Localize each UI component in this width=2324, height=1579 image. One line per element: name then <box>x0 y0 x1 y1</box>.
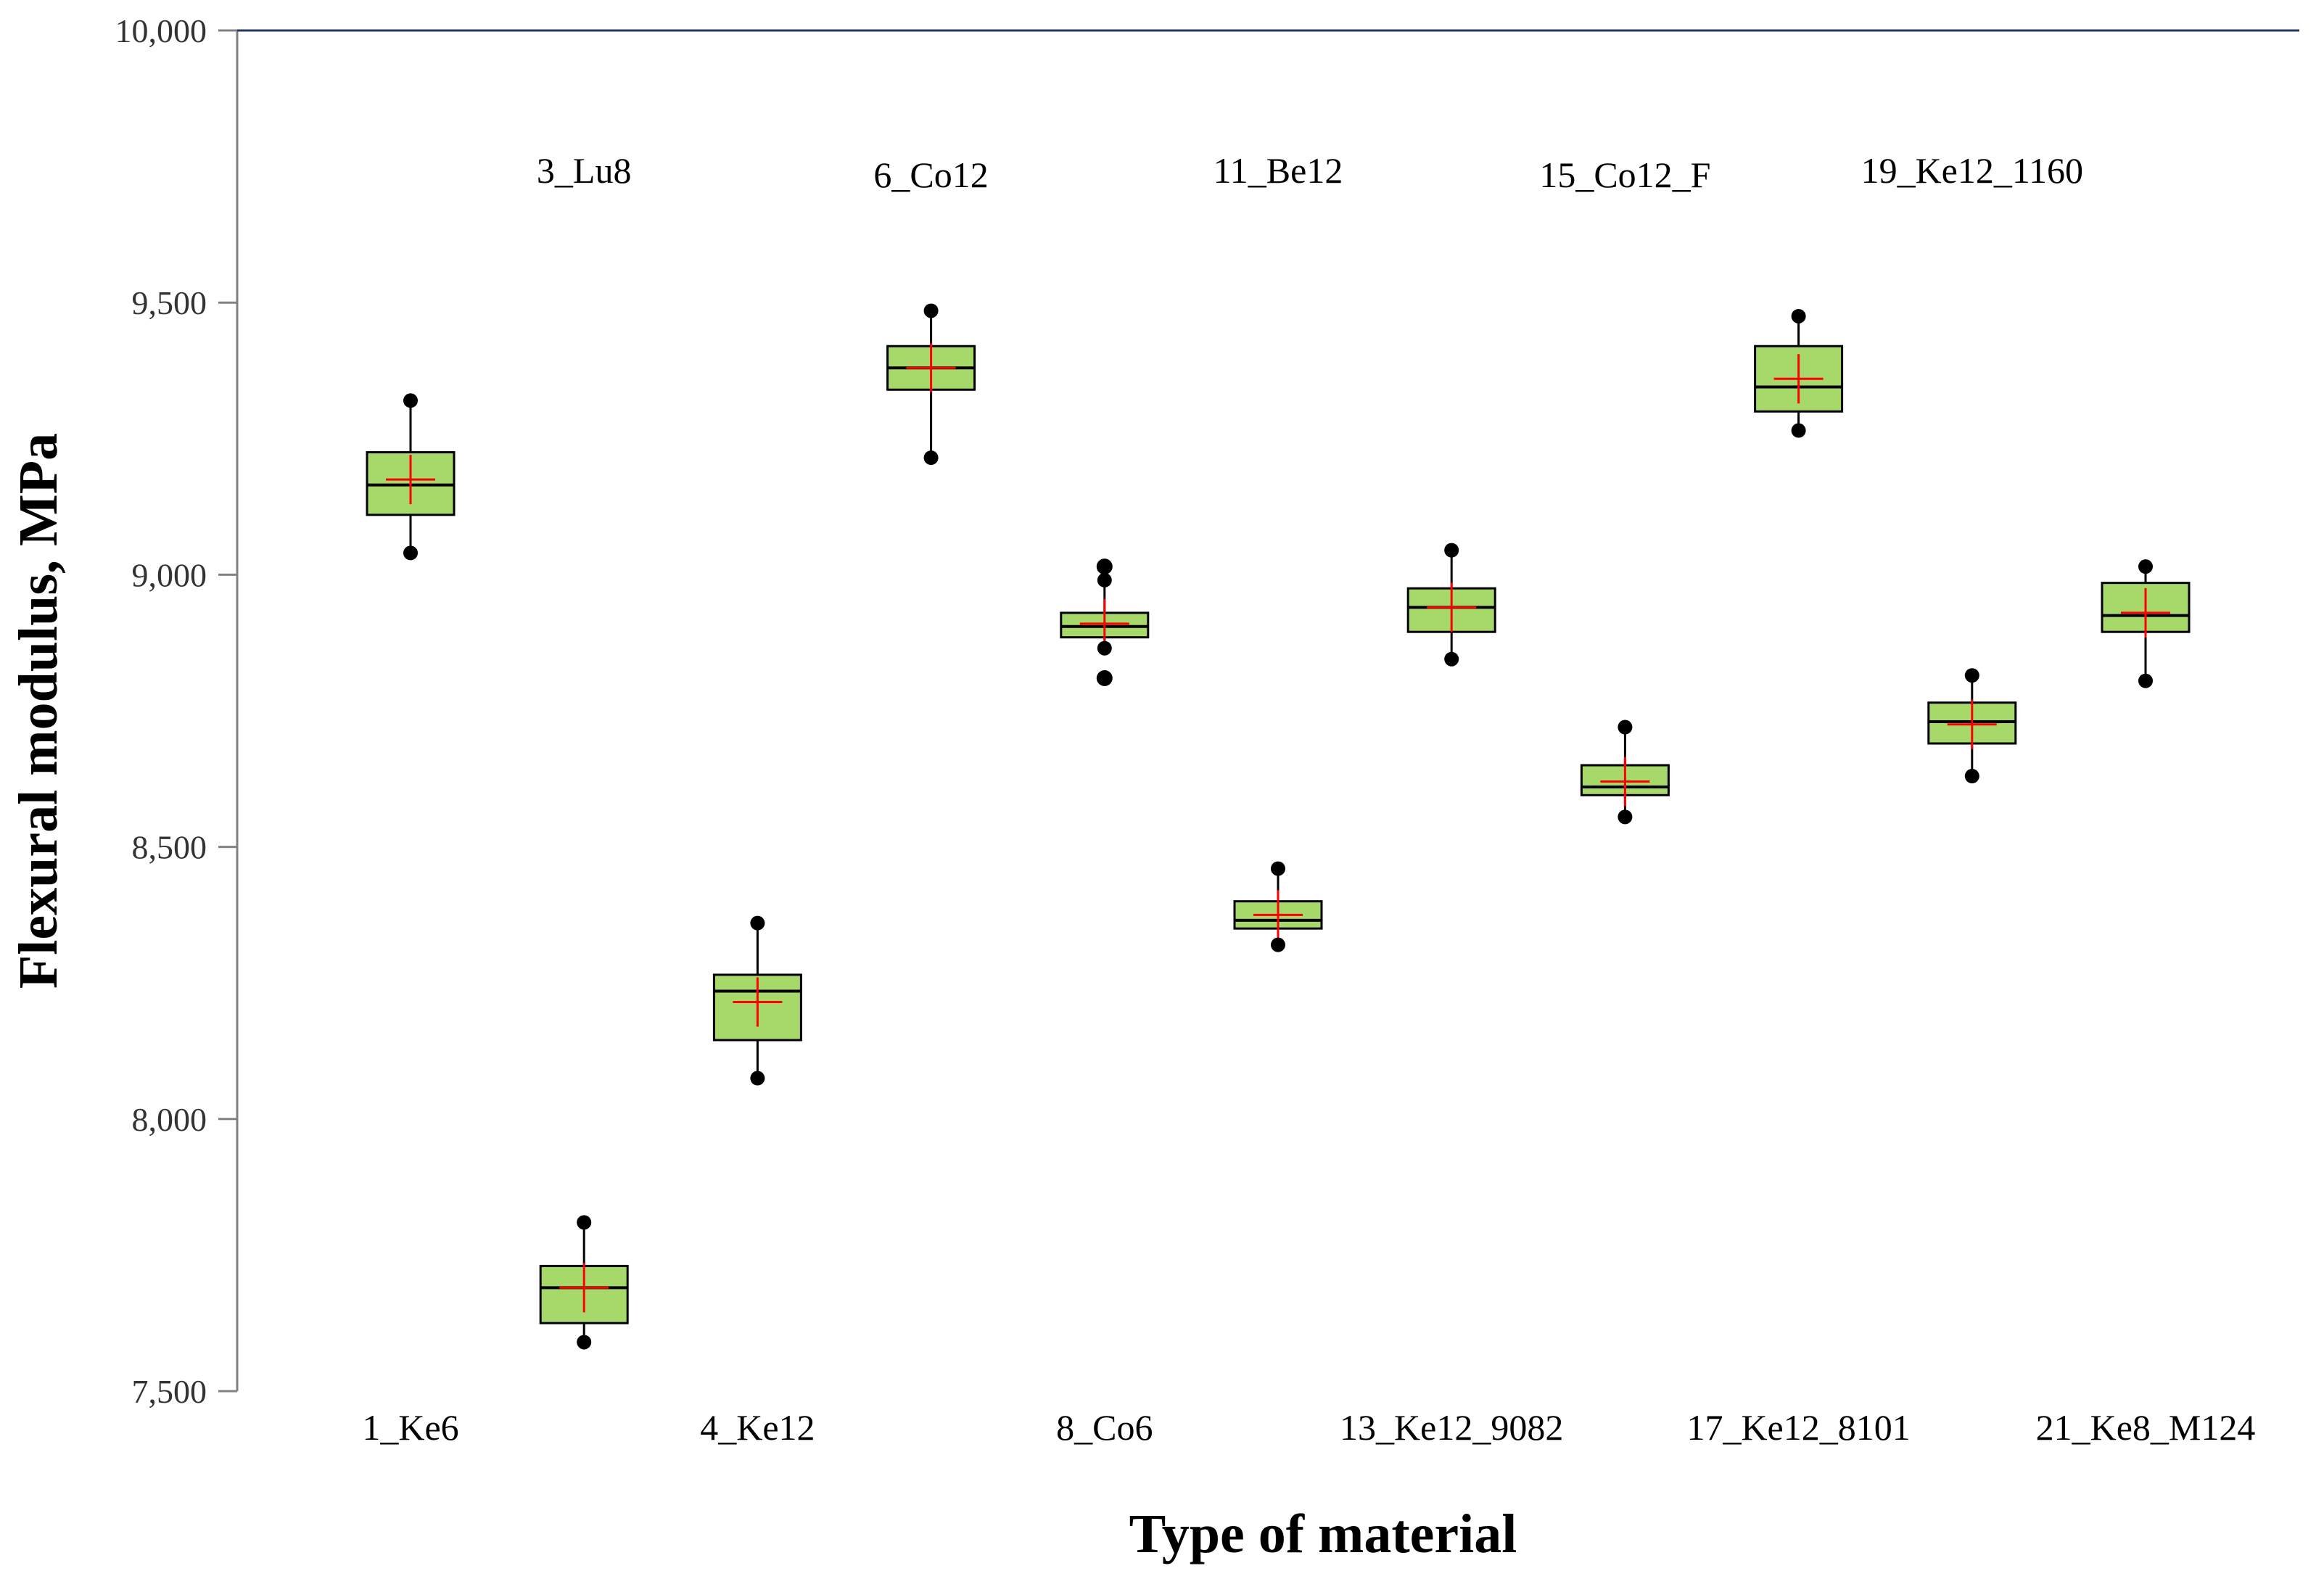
category-label: 6_Co12 <box>873 154 988 195</box>
whisker-min-point <box>1791 423 1806 438</box>
box-17_Ke12_8101 <box>1754 308 1844 438</box>
whisker-max-point <box>1791 308 1806 323</box>
category-label: 17_Ke12_8101 <box>1686 1407 1910 1448</box>
box-21_Ke8_M124 <box>2101 559 2191 688</box>
category-label: 4_Ke12 <box>700 1407 815 1448</box>
whisker-max-point <box>1618 720 1633 735</box>
y-tick-label: 10,000 <box>115 12 207 49</box>
category-labels: 1_Ke6 3_Lu8 4_Ke12 6_Co12 8_Co6 11_Be12 13_Ke1… <box>362 150 2255 1448</box>
whisker-min-point <box>1618 809 1633 825</box>
axes <box>236 29 2299 1391</box>
outlier-point <box>1096 558 1113 575</box>
whisker-max-point <box>1097 572 1112 588</box>
box-1_Ke6 <box>366 393 456 561</box>
box-11_Be12 <box>1233 861 1323 952</box>
whisker-min-point <box>923 450 939 466</box>
category-label: 11_Be12 <box>1213 150 1343 191</box>
whisker-max-point <box>923 303 939 318</box>
box-8_Co6 <box>1060 558 1150 686</box>
whisker-min-point <box>1444 651 1459 667</box>
category-label: 1_Ke6 <box>362 1407 458 1448</box>
y-axis-ticks: 7,500 8,000 8,500 9,000 9,500 10,000 <box>115 12 237 1410</box>
box-6_Co12 <box>886 303 976 466</box>
outlier-point <box>1096 669 1113 686</box>
whisker-max-point <box>1444 543 1459 558</box>
category-label: 15_Co12_F <box>1539 154 1710 195</box>
whisker-min-point <box>1271 937 1285 952</box>
y-tick-label: 8,500 <box>132 829 207 866</box>
whisker-max-point <box>2138 559 2153 574</box>
category-label: 19_Ke12_1160 <box>1861 150 2083 191</box>
whisker-max-point <box>750 915 765 931</box>
box-4_Ke12 <box>712 915 802 1086</box>
box-13_Ke12_9082 <box>1406 543 1496 667</box>
x-axis-title: Type of material <box>1129 1504 1517 1564</box>
whisker-min-point <box>2138 673 2153 688</box>
box-3_Lu8 <box>539 1215 629 1350</box>
y-tick-label: 9,500 <box>132 284 207 321</box>
y-tick-label: 9,000 <box>132 556 207 593</box>
whisker-min-point <box>1097 640 1112 656</box>
category-label: 21_Ke8_M124 <box>2036 1407 2256 1448</box>
category-label: 3_Lu8 <box>537 150 632 191</box>
whisker-min-point <box>403 545 418 561</box>
boxes <box>366 303 2191 1350</box>
category-label: 13_Ke12_9082 <box>1340 1407 1563 1448</box>
y-axis-title: Flexural modulus, MPa <box>8 433 69 989</box>
whisker-max-point <box>577 1215 592 1230</box>
box-15_Co12_F <box>1580 720 1670 825</box>
y-tick-label: 7,500 <box>132 1373 207 1410</box>
box-19_Ke12_1160 <box>1927 668 2017 784</box>
category-label: 8_Co6 <box>1056 1407 1153 1448</box>
whisker-max-point <box>1964 668 1979 683</box>
whisker-max-point <box>403 393 418 408</box>
y-tick-label: 8,000 <box>132 1101 207 1138</box>
whisker-max-point <box>1271 861 1285 876</box>
whisker-min-point <box>750 1071 765 1086</box>
whisker-min-point <box>577 1335 592 1350</box>
whisker-min-point <box>1964 769 1979 784</box>
